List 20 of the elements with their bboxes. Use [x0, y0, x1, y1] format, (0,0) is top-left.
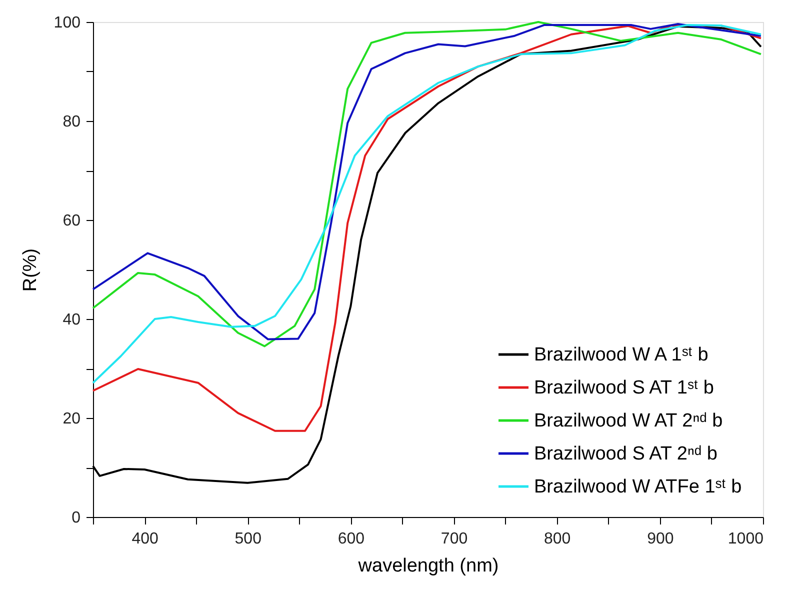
legend-label: Brazilwood S AT 2ⁿᵈ b [534, 444, 718, 464]
y-tick-label: 100 [54, 14, 81, 32]
y-tick-label: 20 [62, 410, 81, 428]
y-tick-label: 60 [62, 212, 81, 230]
x-tick-label: 700 [440, 530, 468, 548]
x-tick-label: 800 [544, 530, 571, 548]
x-tick-label: 1000 [728, 530, 764, 548]
x-tick-label: 400 [132, 530, 158, 548]
x-tick-label: 900 [647, 530, 674, 548]
legend-label: Brazilwood W ATFe 1ˢᵗ b [534, 476, 742, 498]
x-tick-label: 600 [338, 530, 365, 548]
x-tick-label: 500 [234, 530, 262, 548]
y-axis-title: R(%) [20, 248, 41, 292]
x-axis-title: wavelength (nm) [357, 556, 499, 576]
legend-label: Brazilwood W A 1ˢᵗ b [534, 344, 708, 366]
y-tick-label: 0 [72, 510, 81, 526]
legend-label: Brazilwood W AT 2ⁿᵈ b [534, 410, 723, 432]
y-tick-label: 40 [62, 312, 81, 328]
legend-label: Brazilwood S AT 1ˢᵗ b [534, 378, 714, 398]
y-tick-label: 80 [62, 114, 81, 130]
